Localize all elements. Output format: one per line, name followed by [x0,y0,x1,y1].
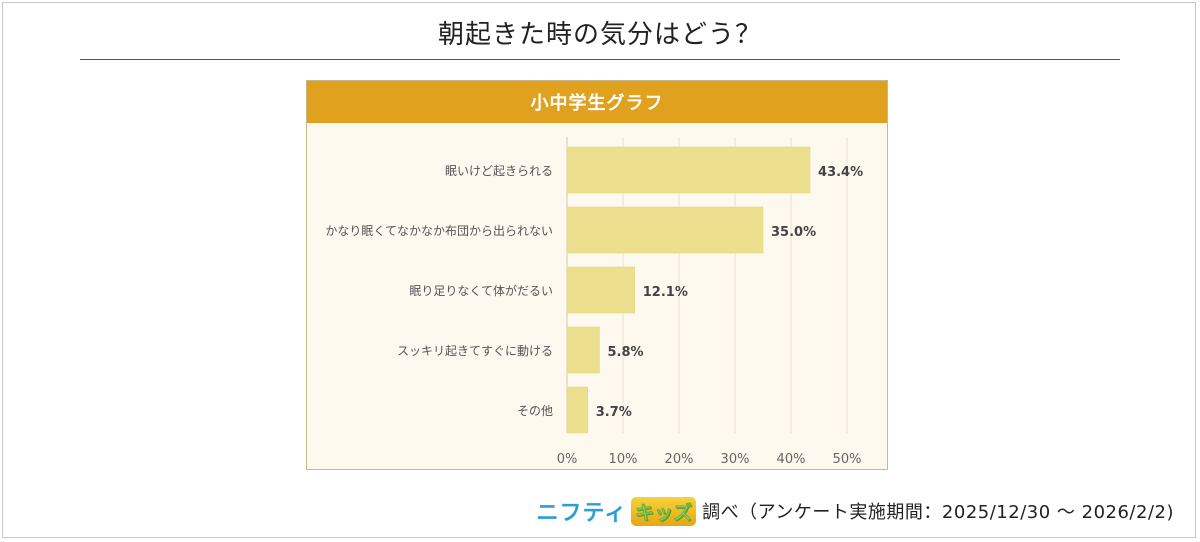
x-tick-label: 40% [777,452,806,467]
bar-chart: 眠いけど起きられる 43.4% かなり眠くてなかなか布団から出られない 35.0% 眠り… [325,137,863,467]
chart-header: 小中学生グラフ [307,81,887,123]
data-label: 43.4% [818,165,863,180]
category-label: その他 [517,404,553,418]
x-tick-label: 0% [557,452,578,467]
x-tick-label: 20% [665,452,694,467]
category-label: かなり眠くてなかなか布団から出られない [325,224,553,238]
data-label: 12.1% [643,285,688,300]
brand-logo-nifty: ニフティ [536,501,628,526]
bar [566,326,600,374]
bar [566,146,811,194]
x-tick-label: 30% [721,452,750,467]
chart-panel: 小中学生グラフ 眠いけど起きられる 43.4% かなり眠くてなかなか布団から出られな… [306,80,888,470]
source-footer: ニフティ キッズ 調べ（アンケート実施期間：2025/12/30 ～ 2026/… [536,496,1174,526]
bar [566,266,636,314]
data-label: 3.7% [596,405,632,420]
bar [566,386,588,434]
data-label: 35.0% [771,225,816,240]
page-title: 朝起きた時の気分はどう？ [437,20,762,50]
category-label: 眠り足りなくて体がだるい [409,283,553,298]
data-label: 5.8% [607,345,643,360]
bar [566,206,764,254]
x-tick-label: 10% [609,452,638,467]
survey-period-note: 調べ（アンケート実施期間：2025/12/30 ～ 2026/2/2) [702,502,1174,523]
brand-logo-kids: キッズ [631,496,697,526]
category-label: 眠いけど起きられる [445,164,553,178]
title-divider [80,59,1120,60]
x-tick-label: 50% [833,452,862,467]
category-label: スッキリ起きてすぐに動ける [397,344,553,358]
